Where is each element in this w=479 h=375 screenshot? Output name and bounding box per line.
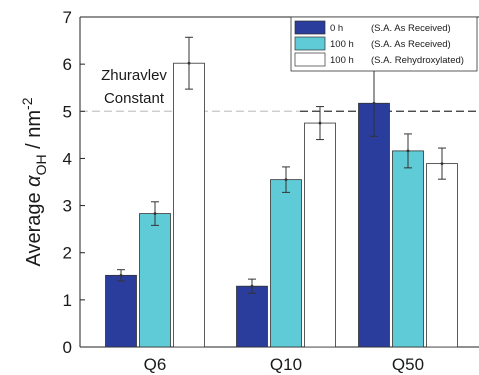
category-label: Q10 [270, 355, 302, 374]
legend-series-name: 100 h [330, 55, 354, 66]
mean-marker [406, 149, 410, 153]
y-axis-label-main: Average [23, 187, 45, 267]
y-tick-label: 0 [63, 338, 72, 357]
mean-marker [372, 101, 376, 105]
y-tick-label: 2 [63, 244, 72, 263]
bar [426, 163, 458, 348]
y-tick-label: 7 [63, 8, 72, 27]
mean-marker [119, 273, 123, 277]
y-axis-label-symbol: α [23, 175, 45, 187]
y-axis-label: Average αOH / nm-2 [19, 97, 49, 266]
y-axis-label-unit: / nm [23, 110, 45, 154]
y-axis-label-subscript: OH [33, 154, 49, 175]
y-tick-label: 6 [63, 55, 72, 74]
mean-marker [318, 121, 322, 125]
mean-marker [250, 284, 254, 288]
bar [270, 179, 302, 348]
bar [173, 62, 205, 348]
y-tick-label: 4 [63, 149, 72, 168]
legend-series-name: 100 h [330, 39, 354, 50]
bars [105, 62, 458, 348]
reference-annotation-line1: Zhuravlev [101, 67, 167, 84]
mean-marker [284, 178, 288, 182]
y-axis-label-superscript: -2 [19, 97, 35, 110]
legend-series-note: (S.A. As Received) [371, 23, 451, 34]
mean-marker [187, 61, 191, 65]
mean-marker [153, 212, 157, 215]
y-tick-label: 3 [63, 197, 72, 216]
error-bars [117, 36, 446, 294]
legend: 0 h (S.A. As Received) 100 h (S.A. As Recei… [290, 16, 478, 72]
category-labels: Q6 Q10 Q50 [144, 355, 424, 374]
legend-series-note: (S.A. Rehydroxylated) [371, 55, 464, 66]
reference-annotation-line2: Constant [104, 90, 165, 107]
legend-series-note: (S.A. As Received) [371, 39, 451, 50]
category-label: Q6 [144, 355, 167, 374]
mean-marker [440, 162, 444, 166]
bar [304, 122, 336, 348]
bar [105, 274, 137, 348]
y-tick-label: 5 [63, 102, 72, 121]
legend-swatch [294, 36, 326, 51]
bar [358, 102, 390, 348]
legend-swatch [294, 52, 326, 67]
y-tick-label: 1 [63, 291, 72, 310]
legend-swatch [294, 20, 326, 35]
bar [392, 150, 424, 348]
y-ticks: 0 1 2 3 4 5 6 7 [63, 8, 85, 357]
bar [236, 285, 268, 348]
bar [139, 213, 171, 348]
category-label: Q50 [392, 355, 424, 374]
legend-series-name: 0 h [330, 23, 343, 34]
